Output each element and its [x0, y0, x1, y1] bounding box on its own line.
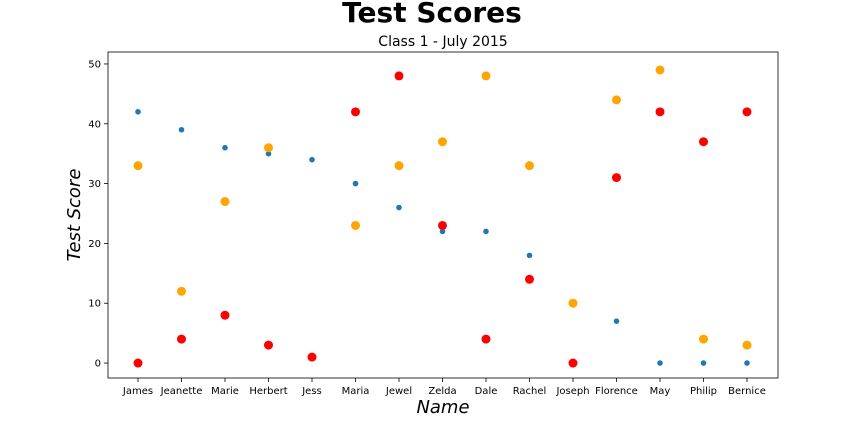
- plot-area: [107, 51, 779, 379]
- data-point: [438, 220, 447, 230]
- data-point: [655, 65, 665, 75]
- data-point: [396, 204, 402, 211]
- y-axis: 0 10 20 30 40 50: [88, 59, 108, 370]
- y-tick-label: 40: [88, 119, 101, 130]
- data-point: [612, 95, 621, 105]
- data-point: [742, 107, 752, 117]
- x-tick-label: Jewel: [385, 386, 412, 397]
- data-point: [525, 274, 534, 284]
- x-tick-label: James: [122, 386, 153, 397]
- x-tick-label: Zelda: [428, 386, 456, 397]
- data-point: [481, 71, 491, 81]
- x-tick-label: Joseph: [555, 386, 589, 397]
- data-points: [133, 65, 752, 368]
- data-point: [133, 358, 143, 368]
- data-point: [351, 220, 360, 230]
- data-point: [742, 340, 752, 350]
- data-point: [177, 334, 186, 344]
- data-point: [439, 228, 446, 235]
- data-point: [657, 360, 663, 366]
- y-tick-label: 10: [88, 299, 101, 310]
- x-tick-label: Maria: [342, 386, 370, 397]
- data-point: [744, 360, 750, 366]
- x-axis: James Jeanette Marie Herbert Jess Maria Jewel Z…: [122, 378, 766, 397]
- data-point: [177, 286, 186, 296]
- chart-title: Test Scores: [342, 0, 522, 29]
- data-point: [613, 318, 620, 324]
- x-tick-label: Philip: [690, 386, 717, 397]
- data-point: [220, 310, 230, 320]
- x-tick-label: Rachel: [513, 386, 547, 397]
- data-point: [394, 71, 404, 81]
- data-point: [655, 107, 665, 117]
- data-point: [309, 156, 315, 163]
- data-point: [438, 137, 447, 147]
- x-tick-label: Florence: [595, 386, 638, 397]
- data-point: [699, 334, 708, 344]
- x-axis-label: Name: [416, 397, 469, 418]
- x-tick-label: May: [650, 386, 671, 397]
- data-point: [265, 150, 272, 157]
- y-tick-label: 30: [88, 179, 101, 190]
- y-axis-label: Test Score: [64, 169, 85, 262]
- x-tick-label: Jeanette: [160, 386, 203, 397]
- data-point: [220, 197, 230, 207]
- chart-subtitle: Class 1 - July 2015: [378, 34, 507, 50]
- data-point: [351, 107, 360, 117]
- y-tick-label: 50: [88, 59, 101, 70]
- data-point: [700, 360, 707, 366]
- data-point: [699, 137, 708, 147]
- data-point: [483, 228, 489, 235]
- x-tick-label: Jess: [301, 386, 322, 397]
- data-point: [568, 298, 578, 308]
- x-tick-label: Herbert: [249, 386, 287, 397]
- data-point: [264, 143, 273, 153]
- x-tick-label: Bernice: [728, 386, 766, 397]
- data-point: [264, 340, 273, 350]
- data-point: [222, 144, 228, 151]
- data-point: [307, 352, 317, 362]
- data-point: [612, 173, 621, 183]
- data-point: [352, 180, 359, 187]
- data-point: [526, 252, 533, 259]
- data-point: [135, 109, 141, 115]
- y-tick-label: 0: [95, 359, 101, 370]
- x-tick-label: Marie: [211, 386, 239, 397]
- data-point: [394, 161, 404, 171]
- data-point: [525, 161, 534, 171]
- x-tick-label: Dale: [475, 386, 498, 397]
- data-point: [568, 358, 578, 368]
- data-point: [178, 126, 185, 133]
- data-point: [133, 161, 143, 171]
- y-tick-label: 20: [88, 239, 101, 250]
- data-point: [481, 334, 491, 344]
